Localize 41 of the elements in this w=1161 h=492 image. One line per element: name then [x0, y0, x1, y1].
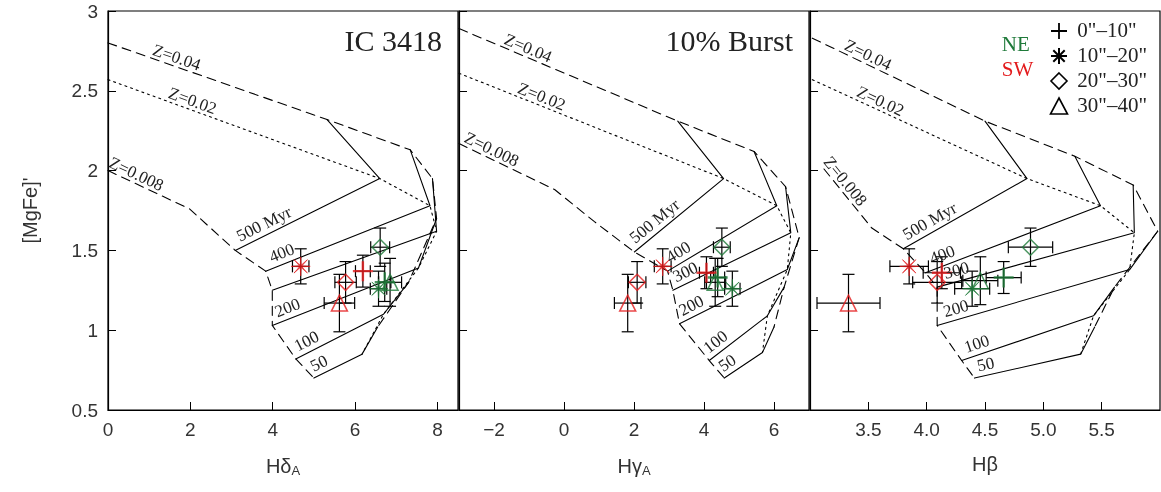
text: 400: [266, 239, 298, 267]
x-tick-label: 8: [432, 419, 443, 440]
text: 200: [272, 294, 303, 322]
text: Z=0.04: [501, 29, 556, 67]
annotation: 0"–10": [1077, 18, 1137, 43]
x-tick-label: 2: [185, 419, 196, 440]
y-tick-label: 2.5: [71, 80, 98, 102]
x-axis-title: Hβ: [972, 453, 998, 475]
x-tick-label: 4: [698, 419, 710, 440]
text: 50: [714, 350, 740, 376]
x-tick-label: 0: [558, 419, 570, 440]
text: 200: [941, 295, 971, 322]
x-tick-label: 6: [768, 419, 780, 440]
x-tick-label: 3.5: [855, 419, 882, 440]
y-tick-label: 3: [87, 0, 98, 22]
x-tick-label: 4.0: [913, 419, 940, 440]
text: Z=0.04: [150, 40, 204, 75]
x-tick-label: 4: [267, 419, 279, 440]
x-tick-label: 0: [102, 419, 114, 440]
x-tick-label: 5.0: [1030, 419, 1057, 440]
annotation: 30"–40": [1077, 93, 1147, 118]
chart-title: IC 3418: [344, 23, 442, 57]
text: 500 Myr: [899, 198, 961, 244]
y-tick-label: 0.5: [71, 399, 98, 421]
x-tick-label: −2: [483, 419, 505, 440]
annotation: SW: [1001, 57, 1034, 82]
x-tick-label: 2: [628, 419, 640, 440]
y-tick-label: 1.5: [71, 239, 98, 261]
annotation: 10"–20": [1077, 43, 1147, 68]
y-tick-label: 2: [87, 160, 98, 182]
x-tick-label: 4.5: [971, 419, 999, 440]
annotation: 20"–30": [1077, 68, 1147, 93]
x-tick-label: 5.5: [1088, 419, 1115, 440]
annotation: NE: [1001, 32, 1031, 57]
y-tick-label: 1: [87, 319, 98, 341]
text: Z=0.02: [165, 83, 220, 119]
text: Z=0.02: [515, 78, 569, 115]
x-tick-label: 6: [349, 419, 361, 440]
text: 200: [675, 291, 707, 320]
y-axis-title: [MgFe]': [19, 177, 41, 244]
chart-title: 10% Burst: [665, 23, 794, 57]
